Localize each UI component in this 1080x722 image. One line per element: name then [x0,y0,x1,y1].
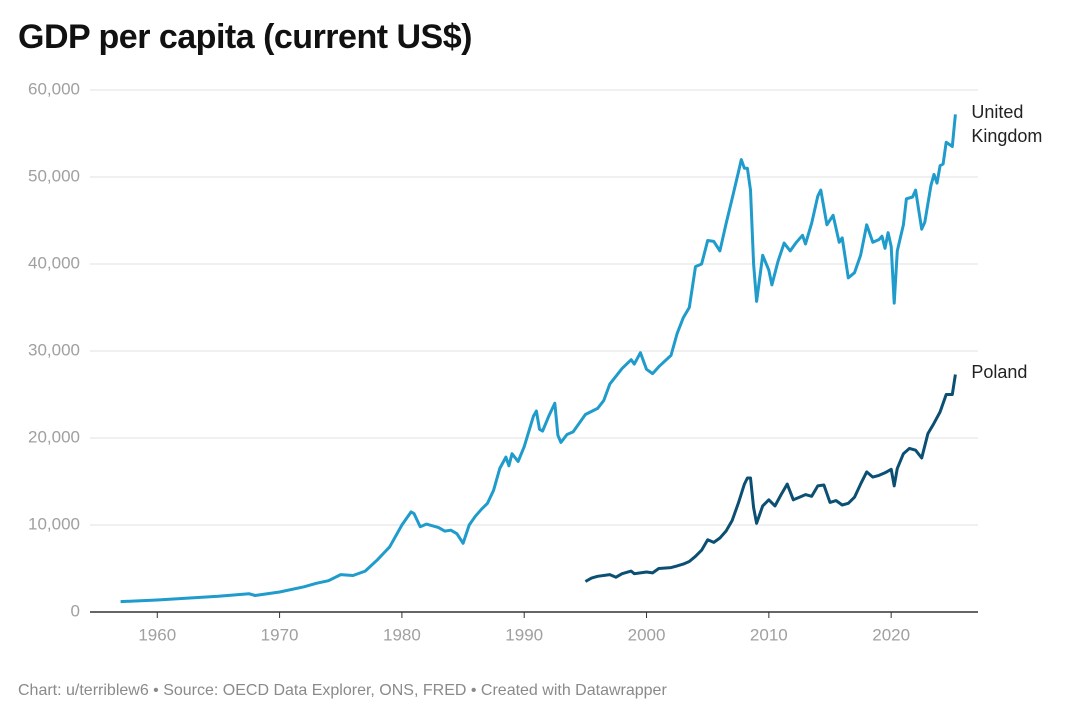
x-tick-label: 2010 [750,625,788,644]
y-tick-label: 20,000 [28,427,80,446]
x-tick-label: 2000 [628,625,666,644]
footer: Chart: u/terriblew6 • Source: OECD Data … [18,682,667,699]
x-tick-label: 1990 [505,625,543,644]
y-tick-label: 10,000 [28,514,80,533]
x-tick-label: 1980 [383,625,421,644]
x-tick-label: 1960 [138,625,176,644]
y-tick-label: 40,000 [28,253,80,272]
y-tick-label: 60,000 [28,79,80,98]
line [120,114,957,604]
y-tick-label: 0 [71,601,80,620]
y-tick-label: 50,000 [28,166,80,185]
x-tick-label: 2020 [872,625,910,644]
chart-title: GDP per capita (current US$) [18,18,472,56]
y-tick-label: 30,000 [28,340,80,359]
series-label: United Kingdom [971,102,1043,147]
line [584,374,957,583]
series-label: Poland [971,362,1028,383]
x-tick-label: 1970 [261,625,299,644]
